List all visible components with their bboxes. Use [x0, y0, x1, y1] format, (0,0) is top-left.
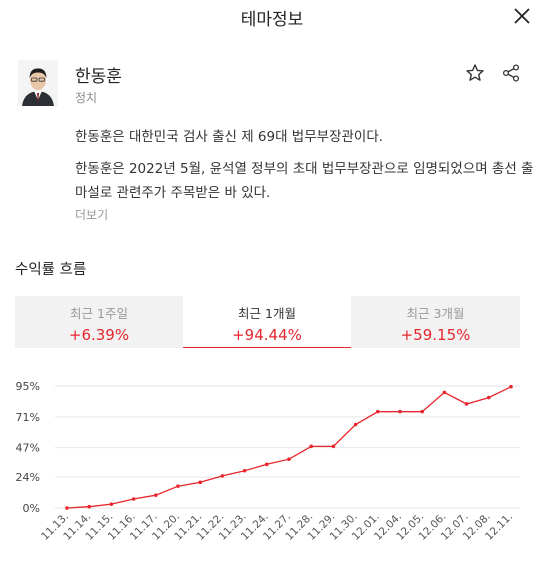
data-point — [176, 484, 180, 488]
data-point — [487, 395, 491, 400]
data-point — [509, 384, 513, 389]
tab-1-month[interactable]: 최근 1개월 +94.44% — [183, 296, 351, 348]
data-point — [420, 409, 425, 414]
y-tick-label: 95% — [16, 380, 40, 393]
share-icon — [502, 64, 520, 82]
close-icon — [514, 8, 530, 24]
more-link[interactable]: 더보기 — [75, 208, 109, 222]
data-point — [87, 504, 91, 509]
tab-label: 최근 1주일 — [70, 306, 128, 321]
tab-label: 최근 1개월 — [238, 306, 296, 321]
data-point — [331, 444, 336, 449]
returns-line-chart: 0%24%47%71%95%11.13.11.14.11.15.11.16.11… — [16, 380, 520, 543]
tab-return-value: +59.15% — [400, 326, 471, 344]
description-paragraph: 한동훈은 2022년 5월, 윤석열 정부의 초대 법무부장관으로 임명되었으며… — [75, 161, 534, 201]
data-point — [309, 444, 314, 449]
theme-category: 정치 — [75, 91, 98, 105]
star-icon — [466, 64, 484, 81]
data-point — [398, 409, 402, 414]
share-button[interactable] — [501, 63, 521, 83]
avatar — [18, 60, 58, 106]
data-point — [353, 422, 358, 427]
data-point — [65, 506, 69, 510]
tab-return-value: +94.44% — [232, 326, 302, 344]
tab-return-value: +6.39% — [68, 326, 130, 344]
data-point — [109, 502, 114, 506]
close-button[interactable] — [512, 6, 532, 26]
data-point — [287, 457, 291, 461]
period-tabs: 최근 1주일 +6.39% 최근 1개월 +94.44% 최근 3개월 +59.… — [15, 296, 520, 348]
data-point — [131, 497, 136, 501]
description-line: 한동훈은 대한민국 검사 출신 제 69대 법무부장관이다. — [75, 129, 384, 145]
returns-section-title: 수익률 흐름 — [15, 262, 87, 278]
data-point — [376, 409, 380, 414]
data-point — [220, 474, 225, 478]
tab-1-week[interactable]: 최근 1주일 +6.39% — [15, 296, 183, 348]
y-tick-label: 71% — [16, 411, 40, 424]
data-point — [198, 480, 202, 485]
person-photo-icon — [18, 60, 58, 106]
y-tick-label: 47% — [16, 442, 40, 455]
tab-3-months[interactable]: 최근 3개월 +59.15% — [351, 296, 520, 348]
y-tick-label: 0% — [23, 502, 40, 515]
data-point — [154, 493, 158, 497]
data-point — [242, 468, 247, 473]
page-title: 테마정보 — [240, 10, 304, 30]
header: 테마정보 — [0, 0, 544, 34]
y-tick-label: 24% — [16, 471, 40, 484]
data-point — [464, 402, 469, 406]
data-point — [442, 390, 447, 395]
theme-name: 한동훈 — [75, 67, 122, 87]
data-point — [265, 462, 269, 467]
tab-label: 최근 3개월 — [406, 306, 465, 321]
favorite-button[interactable] — [465, 63, 485, 83]
